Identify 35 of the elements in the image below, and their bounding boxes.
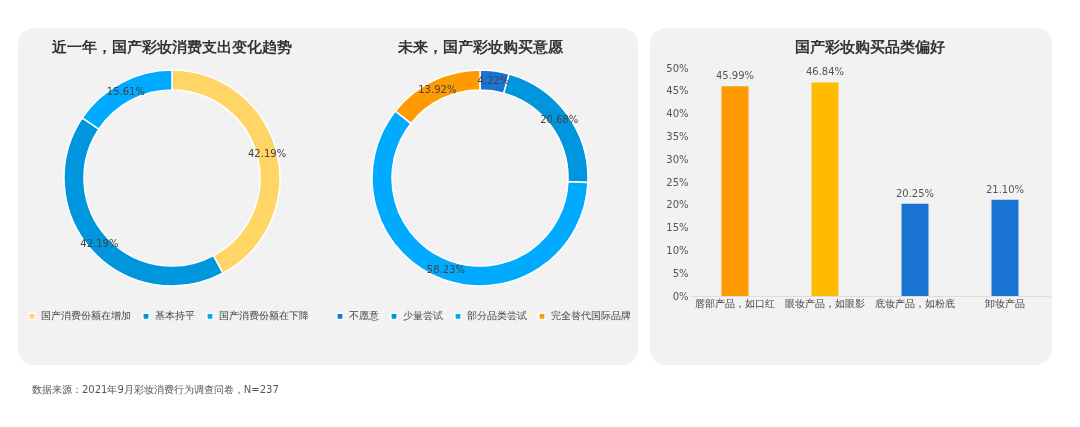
data-label: 46.84% bbox=[805, 66, 845, 78]
x-tick-label: 唇部产品，如口红 bbox=[695, 297, 775, 309]
bar bbox=[991, 199, 1019, 296]
y-tick-label: 5% bbox=[672, 267, 689, 279]
legend-label: 不愿意 bbox=[349, 310, 379, 322]
data-label: 13.92% bbox=[418, 83, 457, 95]
source-note: 数据来源：2021年9月彩妆消费行为调查问卷，N=237 bbox=[32, 383, 279, 397]
y-tick-label: 40% bbox=[666, 108, 689, 120]
bar bbox=[901, 203, 929, 296]
x-tick-label: 底妆产品，如粉底 bbox=[875, 297, 955, 309]
legend-label: 部分品类尝试 bbox=[467, 310, 527, 322]
y-tick-label: 20% bbox=[666, 199, 689, 211]
y-tick-label: 50% bbox=[666, 62, 689, 74]
legend-label: 少量尝试 bbox=[403, 310, 443, 322]
y-tick-label: 30% bbox=[666, 153, 689, 165]
legend-label: 基本持平 bbox=[155, 310, 195, 322]
legend-label: 国产消费份额在增加 bbox=[41, 310, 131, 322]
y-tick-label: 35% bbox=[666, 130, 689, 142]
legend-label: 完全替代国际品牌 bbox=[551, 310, 631, 322]
data-label: 42.19% bbox=[248, 148, 287, 160]
y-tick-label: 10% bbox=[666, 244, 689, 256]
y-tick-label: 45% bbox=[666, 85, 689, 97]
y-tick-label: 25% bbox=[666, 176, 689, 188]
y-tick-label: 0% bbox=[672, 290, 689, 302]
bar bbox=[721, 86, 749, 296]
x-tick-label: 眼妆产品，如眼影 bbox=[785, 297, 865, 309]
data-label: 20.25% bbox=[895, 187, 935, 199]
data-label: 58.23% bbox=[426, 263, 465, 275]
data-label: 15.61% bbox=[106, 85, 145, 97]
x-tick-label: 卸妆产品 bbox=[985, 297, 1025, 309]
bar bbox=[811, 82, 839, 296]
legend-label: 国产消费份额在下降 bbox=[219, 310, 309, 322]
data-label: 45.99% bbox=[715, 70, 755, 82]
y-tick-label: 15% bbox=[666, 222, 689, 234]
data-label: 21.10% bbox=[985, 183, 1025, 195]
